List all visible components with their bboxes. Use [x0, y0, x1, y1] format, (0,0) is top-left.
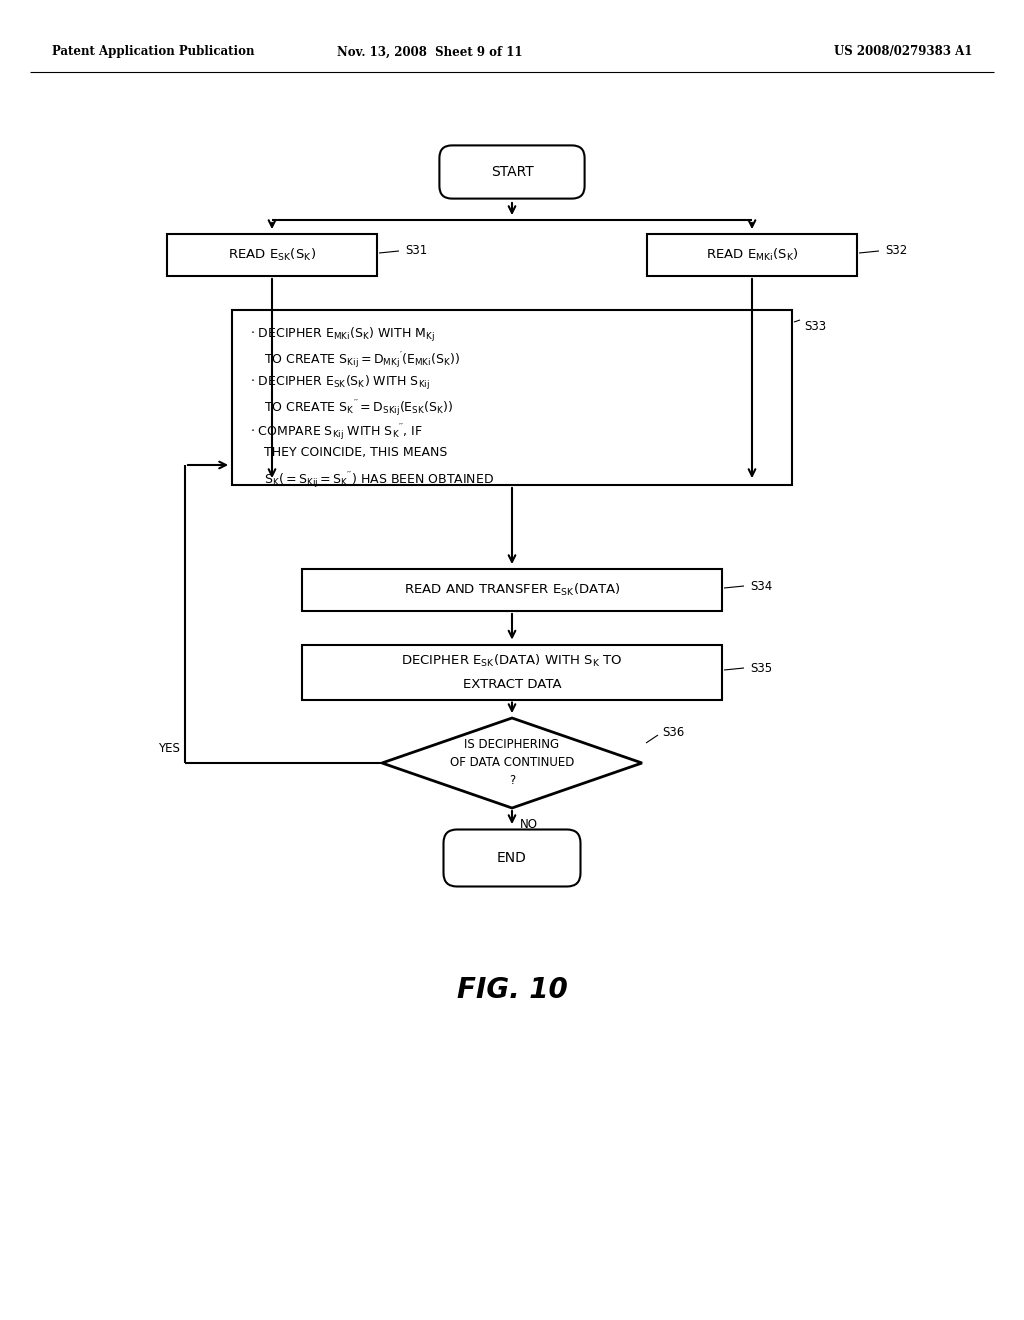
Bar [302, 569, 722, 611]
Text: S36: S36 [662, 726, 684, 739]
Text: S31: S31 [406, 244, 427, 257]
Text: THEY COINCIDE, THIS MEANS: THEY COINCIDE, THIS MEANS [264, 446, 447, 459]
Text: $\cdot$ COMPARE $\mathregular{S_{Kij}}$ WITH $\mathregular{S_K{}^{\prime\prime}}: $\cdot$ COMPARE $\mathregular{S_{Kij}}$ … [250, 422, 423, 442]
Text: $\cdot$ DECIPHER $\mathregular{E_{SK}(S_K)}$ WITH $\mathregular{S_{Kij}}$: $\cdot$ DECIPHER $\mathregular{E_{SK}(S_… [250, 374, 430, 392]
Text: ?: ? [509, 775, 515, 788]
Polygon shape [382, 718, 642, 808]
Bar [647, 234, 857, 276]
Text: NO: NO [520, 818, 538, 832]
Text: READ $\mathregular{E_{SK}(S_K)}$: READ $\mathregular{E_{SK}(S_K)}$ [228, 247, 316, 263]
Text: S33: S33 [804, 319, 826, 333]
Text: Patent Application Publication: Patent Application Publication [52, 45, 255, 58]
Text: READ AND TRANSFER $\mathregular{E_{SK}(DATA)}$: READ AND TRANSFER $\mathregular{E_{SK}(D… [403, 582, 621, 598]
FancyBboxPatch shape [439, 145, 585, 198]
Text: TO CREATE $\mathregular{S_{Kij}=D_{MKj}{}^{\prime}(E_{MKi}(S_K))}$: TO CREATE $\mathregular{S_{Kij}=D_{MKj}{… [264, 350, 460, 371]
Text: $\mathregular{S_K(=S_{Kij}=S_K{}^{\prime\prime})}$ HAS BEEN OBTAINED: $\mathregular{S_K(=S_{Kij}=S_K{}^{\prime… [264, 470, 495, 491]
Text: TO CREATE $\mathregular{S_K{}^{\prime\prime}=D_{SKij}(E_{SK}(S_K))}$: TO CREATE $\mathregular{S_K{}^{\prime\pr… [264, 399, 454, 418]
FancyBboxPatch shape [443, 829, 581, 887]
Bar [167, 234, 377, 276]
Text: EXTRACT DATA: EXTRACT DATA [463, 677, 561, 690]
Text: YES: YES [158, 742, 180, 755]
Text: OF DATA CONTINUED: OF DATA CONTINUED [450, 756, 574, 770]
Text: S35: S35 [750, 661, 772, 675]
Text: END: END [497, 851, 527, 865]
Text: START: START [490, 165, 534, 180]
Text: Nov. 13, 2008  Sheet 9 of 11: Nov. 13, 2008 Sheet 9 of 11 [337, 45, 522, 58]
Text: $\cdot$ DECIPHER $\mathregular{E_{MKi}(S_K)}$ WITH $\mathregular{M_{Kj}}$: $\cdot$ DECIPHER $\mathregular{E_{MKi}(S… [250, 326, 435, 345]
Bar [232, 310, 792, 484]
Text: DECIPHER $\mathregular{E_{SK}(DATA)}$ WITH $\mathregular{S_K}$ TO: DECIPHER $\mathregular{E_{SK}(DATA)}$ WI… [401, 653, 623, 669]
Text: S34: S34 [750, 579, 772, 593]
Text: S32: S32 [885, 244, 907, 257]
Text: IS DECIPHERING: IS DECIPHERING [465, 738, 559, 751]
Text: FIG. 10: FIG. 10 [457, 975, 567, 1005]
Text: US 2008/0279383 A1: US 2008/0279383 A1 [834, 45, 972, 58]
Bar [302, 644, 722, 700]
Text: READ $\mathregular{E_{MKi}(S_K)}$: READ $\mathregular{E_{MKi}(S_K)}$ [706, 247, 799, 263]
